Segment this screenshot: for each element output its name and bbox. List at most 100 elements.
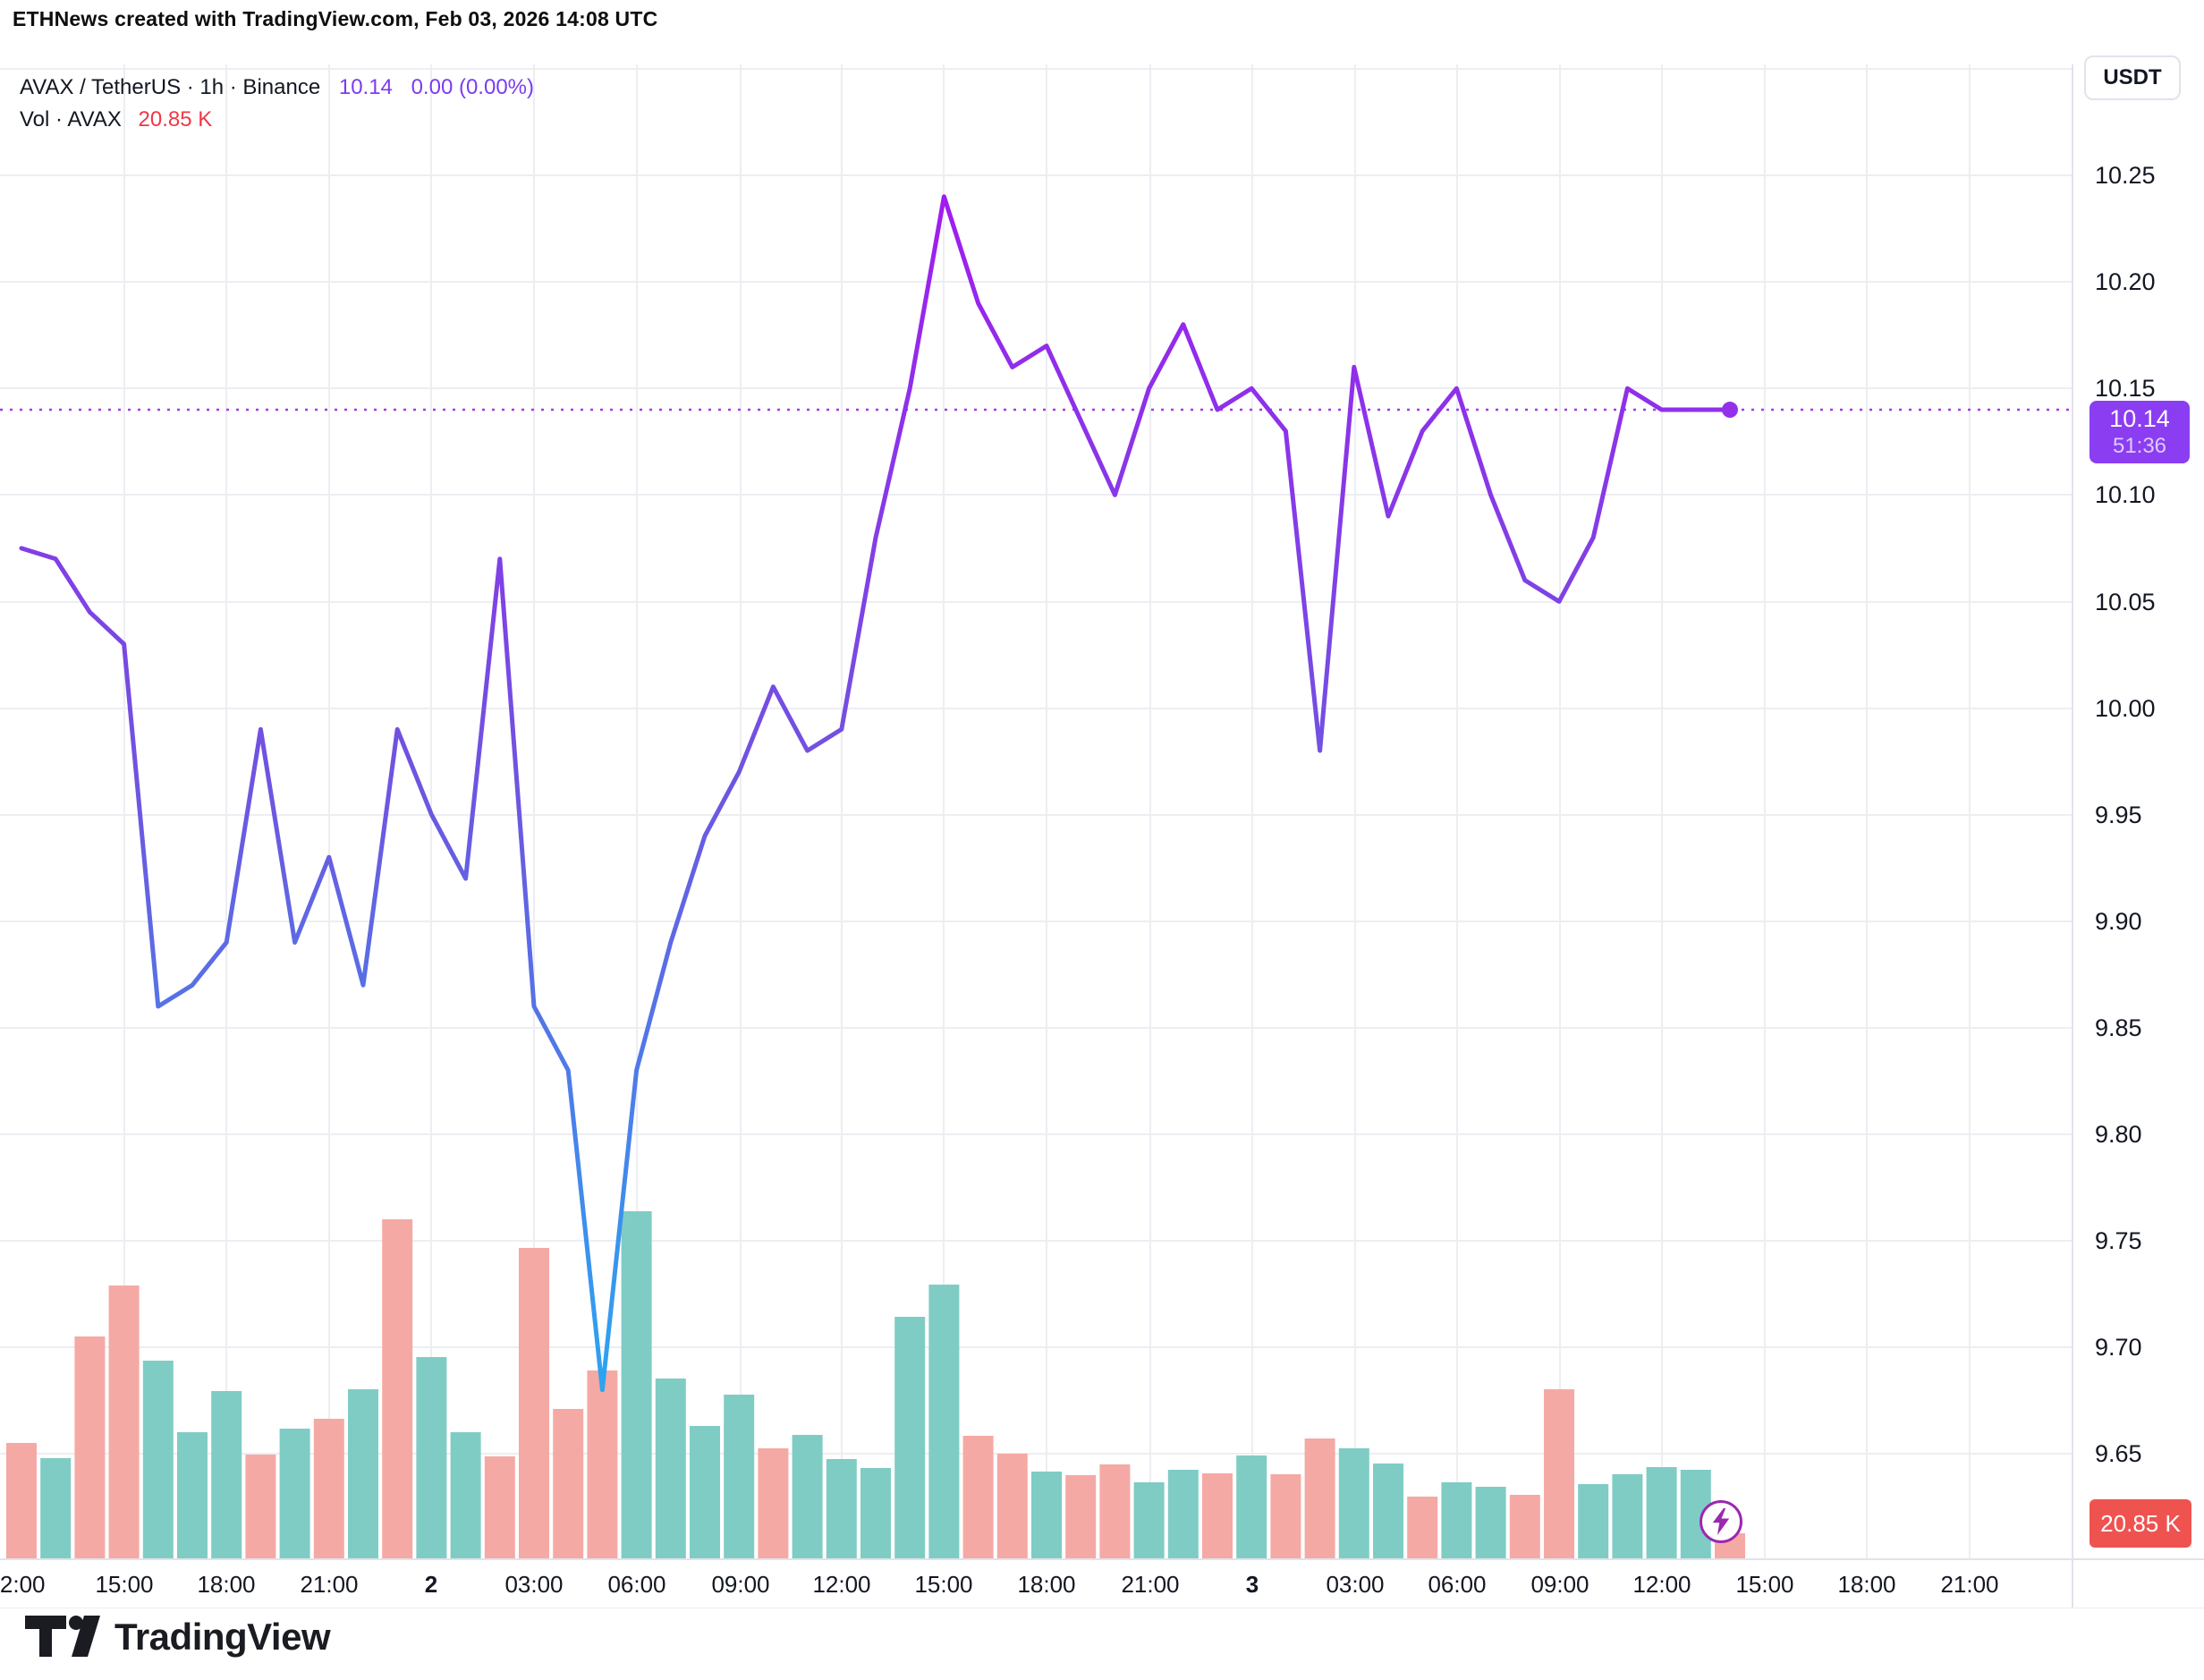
time-axis-separator [0, 1558, 2204, 1560]
volume-bar [313, 1419, 344, 1558]
current-volume-badge: 20.85 K [2090, 1499, 2191, 1548]
tradingview-logo-mark-icon [25, 1616, 100, 1657]
time-tick-label: 3 [1245, 1571, 1259, 1598]
volume-bar [928, 1285, 960, 1558]
current-price-value: 10.14 [2109, 405, 2170, 432]
volume-bar [1099, 1464, 1131, 1558]
volume-bar [348, 1389, 378, 1558]
time-tick-label: 09:00 [1530, 1571, 1589, 1598]
price-tick-label: 10.20 [2095, 268, 2156, 295]
volume-bar [553, 1409, 584, 1558]
chart-legend: AVAX / TetherUS · 1h · Binance 10.14 0.0… [20, 72, 534, 136]
volume-bar [1509, 1495, 1540, 1558]
volume-bar [416, 1357, 447, 1558]
time-tick-label: 15:00 [95, 1571, 154, 1598]
time-axis[interactable]: 12:00 15:00 18:00 21:00 2 03:00 06:00 09:00 12:0… [0, 1564, 2204, 1605]
volume-bar [758, 1448, 789, 1558]
time-tick-label: 12:00 [1632, 1571, 1691, 1598]
volume-bar [108, 1285, 140, 1558]
volume-bar [996, 1454, 1028, 1558]
volume-bar [245, 1455, 276, 1558]
bar-countdown: 51:36 [2112, 434, 2167, 458]
volume-label: Vol · AVAX [20, 107, 122, 132]
volume-bar [1202, 1473, 1233, 1558]
volume-bar [450, 1432, 481, 1558]
volume-bar [894, 1317, 926, 1558]
volume-bar [1065, 1475, 1097, 1558]
volume-bar [519, 1248, 549, 1558]
volume-bar [690, 1426, 720, 1558]
price-tick-label: 10.00 [2095, 695, 2156, 722]
time-tick-label: 2 [424, 1571, 438, 1598]
time-tick-label: 06:00 [1428, 1571, 1487, 1598]
volume-bar [792, 1435, 823, 1558]
volume-bar [826, 1459, 857, 1558]
tradingview-logo-text: TradingView [114, 1616, 331, 1658]
volume-value: 20.85 K [138, 107, 213, 132]
price-line-series [19, 194, 1733, 1393]
volume-bar [1373, 1464, 1403, 1558]
volume-bar [177, 1432, 208, 1558]
volume-bar [1441, 1482, 1472, 1558]
price-tick-label: 9.95 [2095, 802, 2142, 828]
legend-last-price: 10.14 [338, 75, 393, 99]
volume-bar [1236, 1455, 1267, 1558]
volume-bar [1304, 1438, 1335, 1558]
lightning-icon [1712, 1508, 1730, 1535]
volume-bar [484, 1456, 515, 1558]
volume-bar [1646, 1467, 1677, 1558]
volume-bar [1270, 1474, 1301, 1558]
volume-bar [621, 1211, 652, 1558]
volume-bar [1031, 1472, 1062, 1558]
time-tick-label: 21:00 [300, 1571, 359, 1598]
price-tick-label: 9.65 [2095, 1440, 2142, 1467]
volume-bar [1167, 1470, 1199, 1558]
currency-usdt-button[interactable]: USDT [2084, 55, 2181, 100]
time-tick-label: 15:00 [914, 1571, 973, 1598]
time-tick-label: 18:00 [1017, 1571, 1076, 1598]
time-tick-label: 03:00 [1326, 1571, 1385, 1598]
volume-bar [1578, 1484, 1609, 1558]
volume-bar [142, 1361, 174, 1558]
volume-bar [1612, 1474, 1643, 1558]
legend-symbol-row: AVAX / TetherUS · 1h · Binance 10.14 0.0… [20, 72, 534, 104]
time-tick-label: 18:00 [1837, 1571, 1896, 1598]
volume-bar [6, 1443, 37, 1558]
price-tick-label: 9.85 [2095, 1014, 2142, 1041]
price-axis-separator [2072, 64, 2073, 1608]
flash-boost-button[interactable] [1700, 1500, 1742, 1543]
volume-bar [724, 1395, 755, 1558]
time-tick-label: 12:00 [0, 1571, 46, 1598]
price-tick-label: 9.80 [2095, 1121, 2142, 1148]
price-tick-label: 9.90 [2095, 908, 2142, 935]
volume-bar [1544, 1389, 1574, 1558]
price-tick-label: 9.75 [2095, 1227, 2142, 1254]
time-tick-label: 18:00 [197, 1571, 256, 1598]
price-tick-label: 9.70 [2095, 1334, 2142, 1361]
time-tick-label: 03:00 [504, 1571, 564, 1598]
volume-bar [587, 1370, 618, 1558]
symbol-title: AVAX / TetherUS · 1h · Binance [20, 75, 321, 99]
volume-bar [1133, 1482, 1165, 1558]
time-tick-label: 21:00 [1940, 1571, 1999, 1598]
time-tick-label: 21:00 [1121, 1571, 1180, 1598]
volume-bar [40, 1458, 72, 1558]
legend-change: 0.00 (0.00%) [411, 75, 534, 99]
volume-bar [860, 1468, 891, 1558]
legend-volume-row: Vol · AVAX 20.85 K [20, 104, 534, 136]
time-tick-label: 06:00 [607, 1571, 666, 1598]
volume-bar [1338, 1448, 1369, 1558]
volume-bar [962, 1436, 994, 1558]
tradingview-logo[interactable]: TradingView [25, 1616, 331, 1659]
time-tick-label: 15:00 [1735, 1571, 1794, 1598]
price-tick-label: 10.05 [2095, 589, 2156, 615]
volume-bar [279, 1429, 310, 1558]
price-tick-label: 10.10 [2095, 481, 2156, 508]
volume-bar [211, 1391, 242, 1558]
volume-bar [1475, 1487, 1506, 1558]
volume-bar [1407, 1497, 1438, 1558]
volume-bar [74, 1336, 106, 1558]
volume-bar [655, 1379, 686, 1558]
volume-bar [382, 1219, 413, 1558]
